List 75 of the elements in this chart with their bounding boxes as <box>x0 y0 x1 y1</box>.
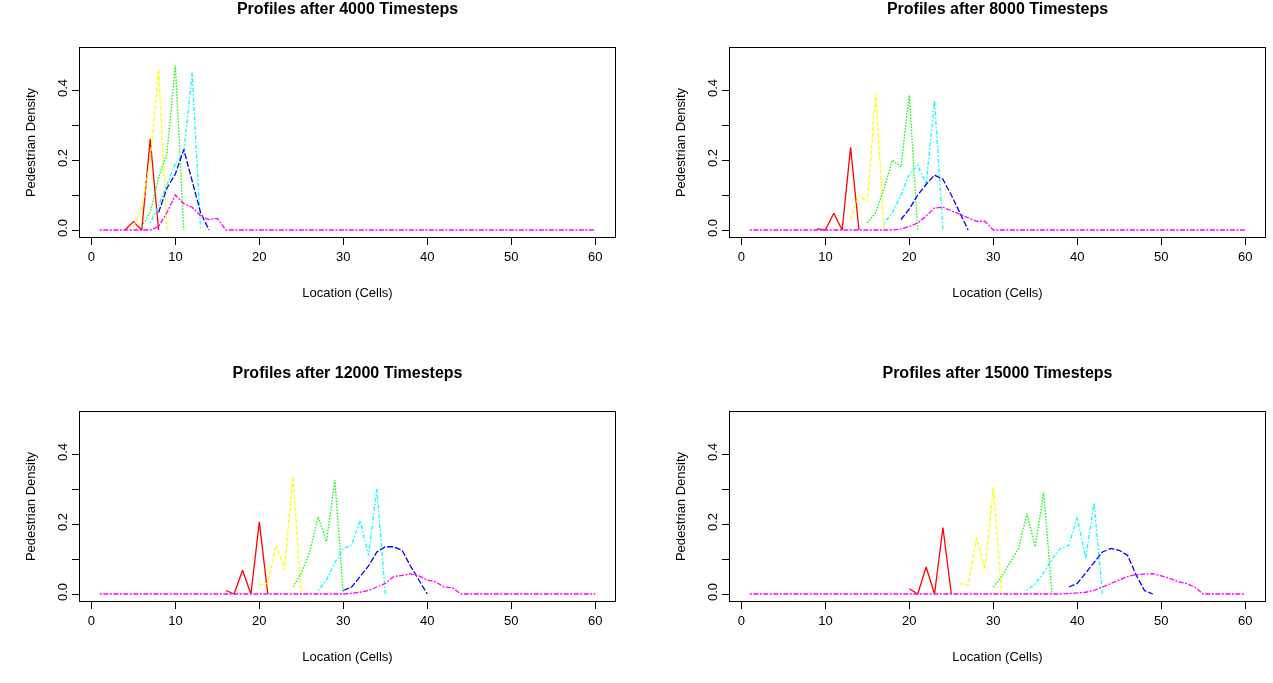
y-axis-title: Pedestrian Density <box>672 87 688 198</box>
x-tick-label: 0 <box>87 612 96 628</box>
x-axis-title: Location (Cells) <box>952 285 1043 301</box>
line-series <box>816 146 860 231</box>
line-series <box>849 92 885 231</box>
line-series <box>992 491 1053 595</box>
x-tick-label: 30 <box>986 612 1001 628</box>
x-axis-title: Location (Cells) <box>952 649 1043 665</box>
line-series <box>132 68 168 231</box>
x-tick-label: 20 <box>252 248 267 264</box>
line-series <box>1068 547 1154 595</box>
x-tick-label: 10 <box>818 248 833 264</box>
x-tick-label: 40 <box>420 248 435 264</box>
y-tick-label: 0.0 <box>704 219 720 238</box>
x-tick-label: 0 <box>737 612 746 628</box>
x-tick-label: 30 <box>336 248 351 264</box>
x-tick-label: 60 <box>1237 612 1253 628</box>
y-tick-label: 0.4 <box>54 443 70 462</box>
chart-title: Profiles after 4000 Timesteps <box>236 0 459 17</box>
line-series <box>900 174 969 231</box>
y-tick-label: 0.0 <box>54 583 70 602</box>
y-tick-label: 0.0 <box>54 219 70 238</box>
line-series <box>99 194 596 231</box>
x-tick-label: 50 <box>503 612 519 628</box>
x-tick-label: 50 <box>503 248 519 264</box>
y-tick-label: 0.2 <box>54 513 70 532</box>
line-series <box>749 573 1246 595</box>
x-axis-title: Location (Cells) <box>302 649 393 665</box>
x-tick-label: 40 <box>420 612 435 628</box>
line-series <box>225 521 269 595</box>
y-axis-title: Pedestrian Density <box>22 87 38 198</box>
line-series <box>342 546 428 595</box>
x-tick-label: 60 <box>1237 248 1253 264</box>
line-series <box>317 488 386 595</box>
x-tick-label: 0 <box>737 248 746 264</box>
x-tick-label: 20 <box>902 612 917 628</box>
line-series <box>292 479 344 595</box>
y-tick-label: 0.2 <box>704 513 720 532</box>
line-series <box>749 206 1246 231</box>
x-tick-label: 30 <box>336 612 351 628</box>
x-tick-label: 60 <box>587 248 603 264</box>
x-tick-label: 50 <box>1153 612 1169 628</box>
x-axis-title: Location (Cells) <box>302 285 393 301</box>
chart-title: Profiles after 15000 Timesteps <box>882 364 1113 381</box>
x-tick-label: 40 <box>1070 248 1085 264</box>
x-tick-label: 10 <box>168 248 183 264</box>
line-series <box>157 148 210 231</box>
y-axis-title: Pedestrian Density <box>22 451 38 562</box>
x-tick-label: 60 <box>587 612 603 628</box>
x-tick-label: 0 <box>87 248 96 264</box>
y-tick-label: 0.4 <box>704 79 720 98</box>
chart-title: Profiles after 8000 Timesteps <box>886 0 1109 17</box>
x-tick-label: 20 <box>252 612 267 628</box>
line-series <box>99 573 596 595</box>
y-tick-label: 0.4 <box>54 79 70 98</box>
y-tick-label: 0.4 <box>704 443 720 462</box>
x-tick-label: 20 <box>902 248 917 264</box>
x-tick-label: 10 <box>818 612 833 628</box>
line-series <box>866 94 919 231</box>
line-series <box>141 64 185 231</box>
line-series <box>149 71 202 231</box>
x-tick-label: 50 <box>1153 248 1169 264</box>
x-tick-label: 30 <box>986 248 1001 264</box>
line-series <box>258 475 302 595</box>
line-series <box>1026 502 1104 595</box>
line-series <box>908 526 952 595</box>
y-axis-title: Pedestrian Density <box>672 451 688 562</box>
y-tick-label: 0.2 <box>54 149 70 168</box>
line-series <box>883 99 944 231</box>
chart-title: Profiles after 12000 Timesteps <box>232 364 463 381</box>
y-tick-label: 0.0 <box>704 583 720 602</box>
line-series <box>959 486 1003 595</box>
x-tick-label: 40 <box>1070 612 1085 628</box>
y-tick-label: 0.2 <box>704 149 720 168</box>
x-tick-label: 10 <box>168 612 183 628</box>
